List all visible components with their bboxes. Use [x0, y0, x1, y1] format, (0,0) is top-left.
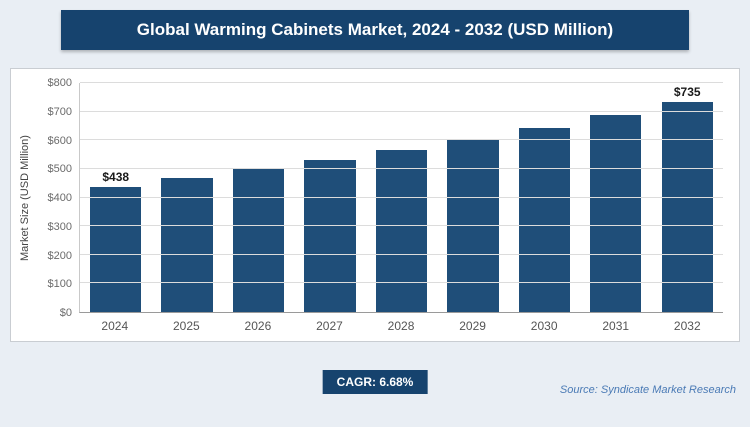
bar-2032	[661, 101, 713, 312]
y-tick-label: $100	[47, 278, 72, 291]
bar-2025	[161, 178, 213, 312]
gridline	[80, 139, 723, 141]
chart-title-banner: Global Warming Cabinets Market, 2024 - 2…	[61, 10, 689, 50]
bar-group-2028	[366, 83, 437, 312]
y-tick-label: $500	[47, 163, 72, 176]
x-axis-labels: 2024 2025 2026 2027 2028 2029 2030 2031 2032	[79, 319, 723, 333]
bar-group-2025	[151, 83, 222, 312]
gridline	[80, 282, 723, 284]
bar-group-2029	[437, 83, 508, 312]
bar-group-2026	[223, 83, 294, 312]
y-tick-label: $300	[47, 220, 72, 233]
x-tick-label: 2026	[244, 319, 272, 333]
bar-group-2024: $438	[80, 83, 151, 312]
bar-value-label: $438	[102, 169, 130, 184]
bar-group-2031	[580, 83, 651, 312]
cagr-badge: CAGR: 6.68%	[322, 370, 428, 394]
y-tick-label: $0	[59, 307, 72, 319]
chart-footer: CAGR: 6.68% Source: Syndicate Market Res…	[10, 370, 740, 396]
bar-group-2027	[294, 83, 365, 312]
bar-2030	[518, 127, 571, 312]
gridline	[80, 253, 723, 255]
x-tick-label: 2028	[387, 319, 415, 333]
y-tick-label: $400	[47, 192, 72, 204]
x-tick-label: 2032	[673, 319, 701, 333]
x-tick-label: 2029	[459, 319, 486, 333]
y-tick-label: $200	[47, 249, 72, 262]
bars-container: $438 $735	[80, 83, 723, 312]
gridline	[80, 167, 723, 169]
x-tick-label: 2027	[316, 319, 343, 333]
y-axis-title: Market Size (USD Million)	[19, 135, 31, 261]
bar-value-label: $735	[673, 84, 701, 99]
gridline	[80, 110, 723, 112]
x-tick-label: 2024	[101, 319, 129, 333]
bar-2026	[232, 169, 285, 312]
y-tick-label: $800	[47, 77, 72, 89]
y-axis: $0 $100 $200 $300 $400 $500 $600 $700 $800	[33, 77, 79, 319]
chart-title: Global Warming Cabinets Market, 2024 - 2…	[136, 20, 614, 39]
x-tick-label: 2030	[530, 319, 558, 333]
gridline	[80, 82, 723, 83]
gridline	[80, 225, 723, 227]
source-attribution: Source: Syndicate Market Research	[559, 384, 736, 396]
x-tick-label: 2025	[172, 319, 200, 333]
bar-2024	[90, 186, 142, 312]
plot-area: $438 $735	[79, 82, 723, 313]
bar-2028	[375, 149, 428, 312]
x-tick-label: 2031	[602, 319, 630, 333]
bar-group-2032: $735	[652, 83, 723, 312]
y-tick-label: $600	[47, 134, 72, 147]
bar-2031	[590, 115, 642, 312]
chart-panel: Market Size (USD Million) $0 $100 $200 $300…	[10, 68, 740, 342]
y-tick-label: $700	[47, 105, 72, 118]
bar-2027	[304, 160, 356, 312]
bar-group-2030	[509, 83, 580, 312]
gridline	[80, 196, 723, 198]
